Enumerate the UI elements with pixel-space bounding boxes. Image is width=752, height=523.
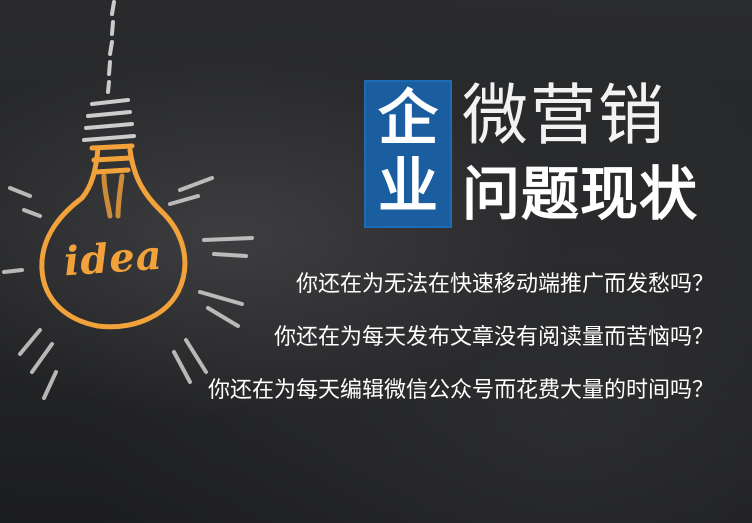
question-2: 你还在为每天发布文章没有阅读量而苦恼吗？ bbox=[273, 325, 714, 350]
badge-char-bottom: 业 bbox=[378, 152, 438, 222]
question-3: 你还在为每天编辑微信公众号而花费大量的时间吗？ bbox=[207, 378, 714, 403]
idea-label: idea bbox=[62, 231, 165, 286]
enterprise-badge: 企 业 bbox=[364, 80, 452, 228]
title-line-2: 问题现状 bbox=[462, 160, 699, 228]
title-line-1: 微营销 bbox=[462, 77, 666, 154]
chalk-cord bbox=[82, 0, 136, 142]
badge-char-top: 企 bbox=[378, 84, 438, 154]
chalk-rays bbox=[2, 176, 254, 400]
bulb-outline bbox=[39, 143, 188, 330]
question-1: 你还在为无法在快速移动端推广而发愁吗？ bbox=[295, 272, 714, 297]
